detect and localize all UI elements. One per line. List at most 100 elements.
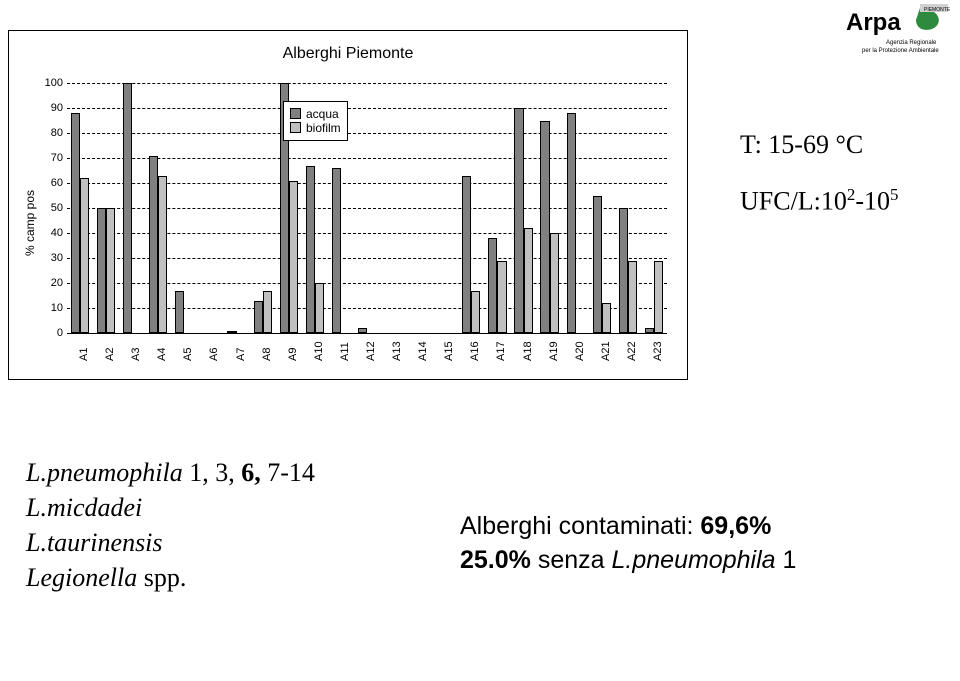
bar-biofilm (289, 181, 298, 334)
bar-acqua (540, 121, 549, 334)
bar-acqua (71, 113, 80, 333)
x-tick-label: A18 (522, 341, 534, 361)
bar-acqua (462, 176, 471, 334)
bar-acqua (306, 166, 315, 334)
gridline (67, 83, 667, 84)
x-tick-label: A8 (261, 348, 273, 361)
species-line-4: Legionella spp. (26, 560, 315, 595)
ufc-range: UFC/L:102-105 (740, 185, 899, 217)
legend-label: acqua (306, 107, 339, 121)
x-tick-label: A11 (339, 342, 351, 361)
x-tick-label: A21 (600, 341, 612, 361)
ufc-mid: -10 (855, 187, 890, 216)
lpneumophila-italic: L.pneumophila (612, 546, 776, 574)
species-line-1: L.pneumophila 1, 3, 6, 7-14 (26, 455, 315, 490)
bar-biofilm (315, 283, 324, 333)
bar-biofilm (628, 261, 637, 334)
x-tick-label: A6 (208, 348, 220, 361)
y-tick-label: 100 (37, 77, 63, 89)
without-value: 25.0% (460, 546, 538, 574)
temperature-range: T: 15-69 °C (740, 130, 863, 160)
x-tick-label: A15 (443, 341, 455, 361)
bar-biofilm (106, 208, 115, 333)
x-tick-label: A23 (652, 341, 664, 361)
ufc-prefix: UFC/L:10 (740, 187, 847, 216)
svg-text:Agenzia Regionale: Agenzia Regionale (886, 40, 937, 46)
y-tick-label: 50 (37, 202, 63, 214)
x-tick-label: A14 (417, 341, 429, 361)
species-list: L.pneumophila 1, 3, 6, 7-14 L.micdadei L… (26, 455, 315, 595)
x-tick-label: A16 (469, 341, 481, 361)
x-axis-line (67, 333, 667, 334)
bar-biofilm (263, 291, 272, 334)
bar-acqua (332, 168, 341, 333)
legend-item: biofilm (290, 121, 341, 135)
svg-text:Arpa: Arpa (846, 9, 901, 36)
y-tick-label: 90 (37, 102, 63, 114)
legend-label: biofilm (306, 121, 341, 135)
x-tick-label: A17 (495, 341, 507, 361)
legend-swatch (290, 122, 301, 133)
x-tick-label: A12 (365, 341, 377, 361)
gridline (67, 133, 667, 134)
x-tick-label: A10 (313, 341, 325, 361)
x-tick-label: A22 (626, 341, 638, 361)
chart-frame: Alberghi Piemonte 0 10 20 30 40 50 60 70 80 90 100… (8, 30, 688, 380)
legend-item: acqua (290, 107, 341, 121)
y-tick-label: 10 (37, 302, 63, 314)
sero-bold: 6, (241, 458, 267, 487)
bar-acqua (514, 108, 523, 333)
bar-acqua (175, 291, 184, 334)
bar-biofilm (80, 178, 89, 333)
bar-biofilm (471, 291, 480, 334)
bar-biofilm (524, 228, 533, 333)
svg-text:PIEMONTE: PIEMONTE (924, 7, 951, 13)
bar-acqua (123, 83, 132, 333)
plot-area (67, 83, 667, 333)
bar-biofilm (497, 261, 506, 334)
contaminated-label: Alberghi contaminati: (460, 512, 700, 540)
bar-acqua (593, 196, 602, 334)
bar-acqua (254, 301, 263, 334)
legend-swatch (290, 108, 301, 119)
sero-mid: 1, 3, (183, 458, 242, 487)
bar-biofilm (654, 261, 663, 334)
ufc-exp2: 5 (890, 185, 898, 204)
sero-after: 7-14 (267, 458, 315, 487)
chart-title: Alberghi Piemonte (9, 45, 687, 63)
x-tick-label: A19 (548, 341, 560, 361)
bar-biofilm (550, 233, 559, 333)
serogroup-1: 1 (776, 546, 797, 574)
chart-legend: acquabiofilm (283, 101, 348, 141)
contaminated-value: 69,6% (700, 512, 771, 540)
x-tick-label: A20 (574, 341, 586, 361)
arpa-logo: Arpa PIEMONTE Agenzia Regionale per la P… (842, 4, 952, 60)
without-line: 25.0% senza L.pneumophila 1 (460, 544, 796, 578)
species-line-2: L.micdadei (26, 490, 315, 525)
x-tick-label: A13 (391, 341, 403, 361)
svg-text:per la Protezione Ambientale: per la Protezione Ambientale (862, 48, 939, 54)
y-tick-label: 0 (37, 327, 63, 339)
x-tick-label: A1 (78, 348, 90, 361)
bar-acqua (619, 208, 628, 333)
y-tick-label: 60 (37, 177, 63, 189)
y-tick-label: 70 (37, 152, 63, 164)
species-line-3: L.taurinensis (26, 525, 315, 560)
legionella-label: Legionella (26, 563, 137, 592)
y-tick-label: 30 (37, 252, 63, 264)
bar-biofilm (158, 176, 167, 334)
x-tick-label: A9 (287, 348, 299, 361)
bar-biofilm (602, 303, 611, 333)
gridline (67, 108, 667, 109)
bar-acqua (567, 113, 576, 333)
x-tick-label: A4 (156, 348, 168, 361)
x-tick-label: A3 (130, 348, 142, 361)
y-tick-label: 20 (37, 277, 63, 289)
without-label: senza (538, 546, 612, 574)
lpneumophila-label: L.pneumophila (26, 458, 183, 487)
spp-label: spp. (137, 563, 186, 592)
contaminated-line: Alberghi contaminati: 69,6% (460, 510, 796, 544)
y-tick-label: 40 (37, 227, 63, 239)
y-tick-label: 80 (37, 127, 63, 139)
bar-acqua (97, 208, 106, 333)
